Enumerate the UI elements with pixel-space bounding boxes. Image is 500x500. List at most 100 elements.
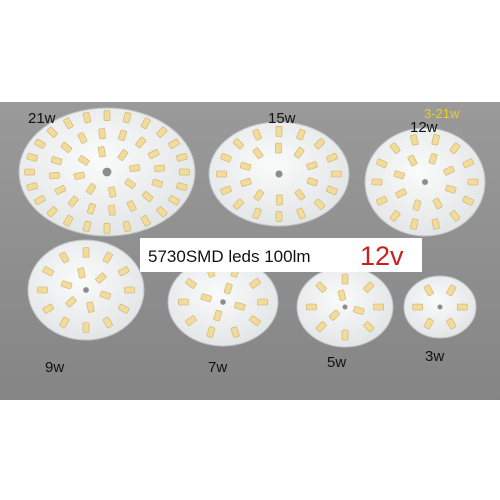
mount-hole: [342, 304, 348, 310]
led: [129, 164, 141, 173]
led: [65, 296, 77, 308]
led: [443, 165, 455, 176]
led: [341, 329, 349, 341]
led: [296, 207, 306, 220]
led: [46, 126, 58, 138]
led: [103, 110, 111, 121]
led: [85, 183, 97, 195]
led: [412, 303, 424, 311]
led: [63, 215, 74, 227]
led: [200, 293, 212, 303]
led: [24, 168, 35, 176]
led: [54, 184, 67, 195]
led: [446, 317, 457, 330]
led: [395, 188, 407, 199]
led: [306, 177, 319, 187]
led: [252, 207, 262, 220]
led: [376, 195, 388, 206]
led: [156, 206, 168, 218]
led: [185, 315, 197, 326]
led: [239, 161, 252, 171]
led: [252, 147, 264, 159]
led: [293, 147, 305, 159]
led: [393, 170, 405, 180]
led: [147, 149, 160, 160]
led: [371, 178, 383, 186]
led: [99, 290, 112, 300]
led: [67, 195, 79, 208]
led: [122, 220, 132, 233]
led: [117, 266, 130, 277]
led: [206, 326, 216, 338]
led: [294, 189, 306, 201]
led: [97, 146, 106, 158]
led: [176, 153, 188, 162]
led: [42, 266, 55, 277]
led: [407, 154, 418, 167]
led: [176, 182, 188, 191]
led: [73, 171, 85, 180]
board-label: 15w: [268, 110, 296, 127]
led: [431, 134, 440, 146]
led: [59, 316, 70, 329]
led: [78, 155, 90, 166]
led: [135, 136, 147, 149]
led: [431, 218, 440, 230]
led: [34, 138, 46, 149]
led: [108, 186, 117, 198]
led: [117, 303, 130, 314]
led: [331, 170, 342, 178]
led: [275, 142, 282, 154]
led: [275, 126, 283, 137]
led: [230, 326, 240, 338]
led: [363, 321, 375, 333]
led: [423, 284, 434, 297]
led: [449, 142, 461, 154]
mount-hole: [220, 299, 226, 305]
led: [108, 204, 116, 216]
led: [216, 170, 227, 178]
led: [178, 298, 189, 306]
led: [77, 267, 86, 279]
led: [445, 184, 457, 194]
led: [314, 138, 326, 150]
led: [423, 317, 434, 330]
led: [103, 222, 111, 234]
led: [26, 182, 38, 191]
mount-hole: [102, 167, 112, 177]
led: [337, 289, 346, 301]
led: [168, 195, 180, 206]
led: [124, 178, 136, 189]
mount-hole: [275, 170, 283, 178]
board-label: 9w: [45, 359, 64, 376]
led: [223, 282, 233, 295]
led: [373, 303, 384, 311]
mount-hole: [422, 179, 428, 185]
led: [118, 129, 127, 142]
led: [117, 149, 129, 161]
boards: [18, 107, 486, 348]
led: [375, 158, 388, 169]
mount-hole: [437, 304, 443, 310]
led: [179, 168, 190, 176]
led: [410, 134, 419, 146]
led: [122, 111, 132, 124]
led: [140, 117, 151, 129]
board-label: 7w: [208, 359, 227, 376]
range-label: 3-21w: [424, 106, 460, 121]
led: [156, 126, 168, 138]
voltage: 12v: [360, 241, 404, 271]
led: [95, 272, 107, 284]
led: [37, 286, 48, 294]
led: [46, 206, 58, 218]
led: [140, 215, 151, 227]
led: [42, 303, 55, 314]
led: [314, 198, 326, 210]
led: [213, 309, 223, 322]
led: [252, 128, 262, 141]
led: [126, 200, 137, 212]
led: [141, 191, 154, 202]
led: [389, 142, 401, 154]
led: [249, 278, 261, 289]
